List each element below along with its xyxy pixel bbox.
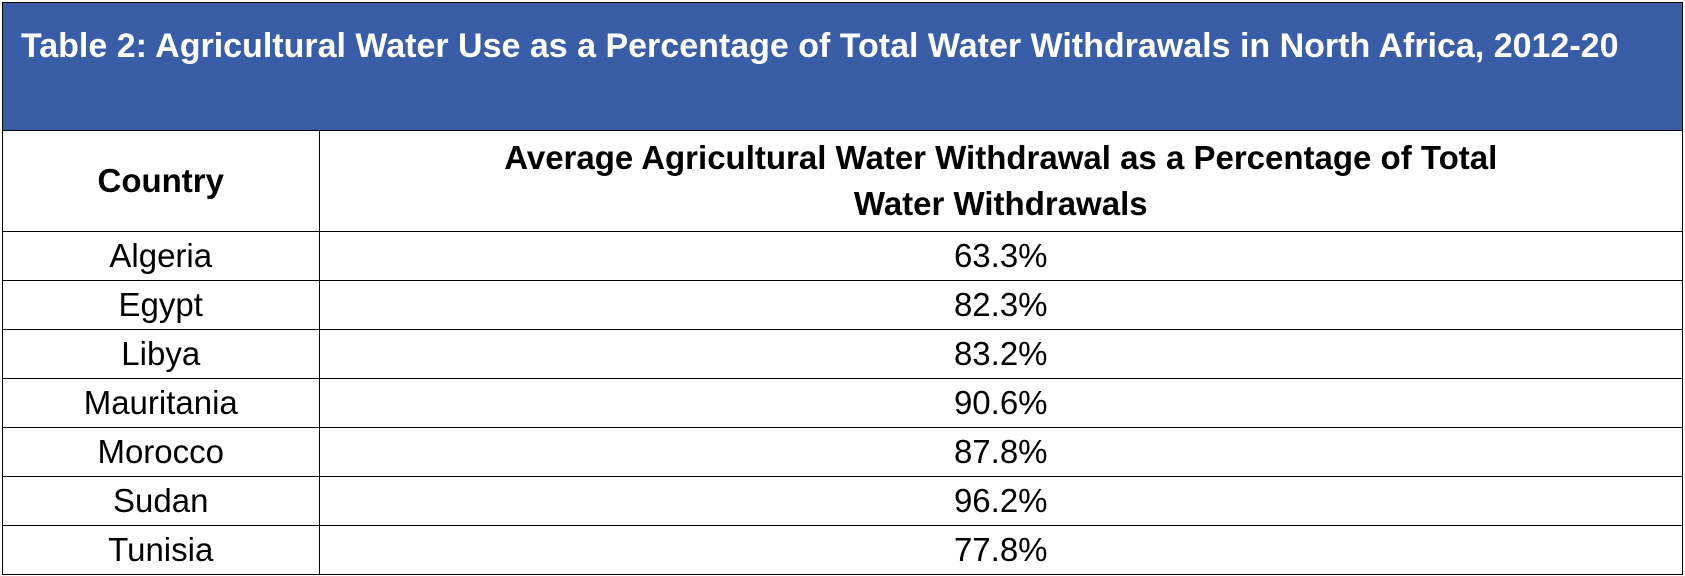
- table-title: Table 2: Agricultural Water Use as a Per…: [3, 3, 1682, 131]
- percentage-cell: 83.2%: [319, 329, 1682, 379]
- column-header-percentage-text: Average Agricultural Water Withdrawal as…: [504, 139, 1498, 222]
- percentage-cell: 77.8%: [953, 531, 1048, 568]
- percentage-cell: 90.6%: [319, 378, 1682, 428]
- country-cell: Egypt: [3, 280, 320, 330]
- table-row: Sudan 96.2%: [3, 476, 1682, 526]
- table-header-row: Country Average Agricultural Water Withd…: [3, 131, 1682, 232]
- percentage-cell: 82.3%: [319, 280, 1682, 330]
- country-cell: Sudan: [3, 476, 320, 526]
- country-cell: Algeria: [3, 231, 320, 281]
- table-row: Tunisia 77.8%: [3, 525, 1682, 574]
- country-cell: Mauritania: [3, 378, 320, 428]
- table-row: Egypt 82.3%: [3, 280, 1682, 330]
- table-row: Morocco 87.8%: [3, 427, 1682, 477]
- percentage-cell: 87.8%: [319, 427, 1682, 477]
- table-grid: Country Average Agricultural Water Withd…: [3, 131, 1682, 574]
- percentage-cell: 96.2%: [319, 476, 1682, 526]
- table-row: Mauritania 90.6%: [3, 378, 1682, 428]
- country-cell: Tunisia: [3, 525, 320, 574]
- column-header-percentage: Average Agricultural Water Withdrawal as…: [319, 131, 1682, 232]
- country-cell: Morocco: [3, 427, 320, 477]
- country-cell: Libya: [3, 329, 320, 379]
- column-header-country: Country: [3, 131, 320, 232]
- table-row: Libya 83.2%: [3, 329, 1682, 379]
- percentage-cell: 63.3%: [319, 231, 1682, 281]
- table-row: Algeria 63.3%: [3, 231, 1682, 281]
